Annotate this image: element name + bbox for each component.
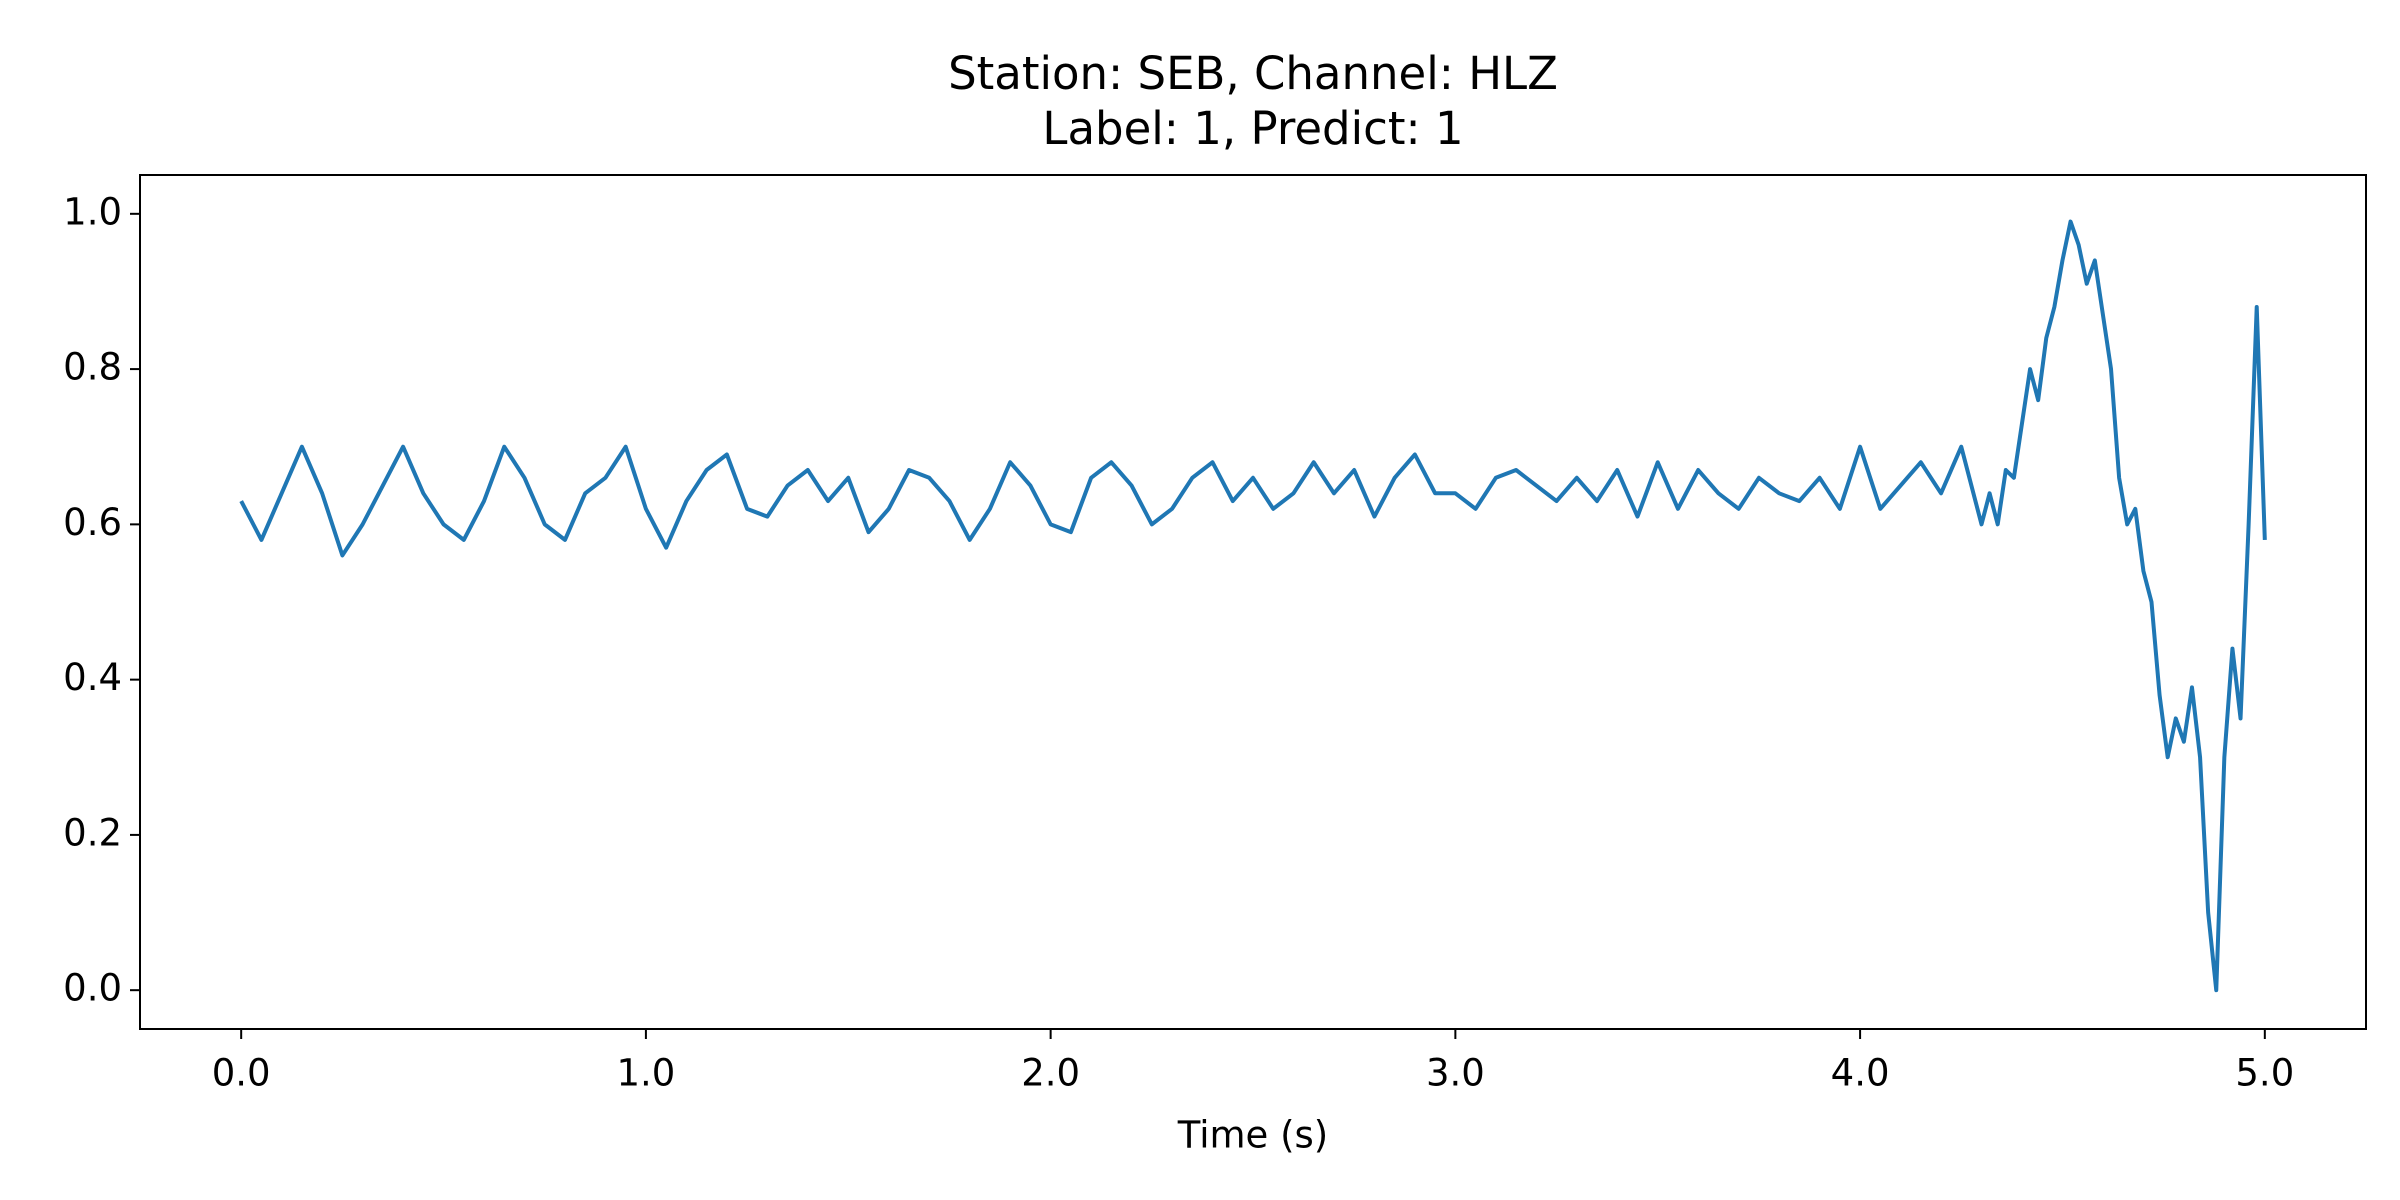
- y-tick-label: 0.4: [63, 656, 122, 699]
- x-tick-label: 1.0: [616, 1052, 675, 1095]
- y-tick-label: 0.8: [63, 346, 122, 389]
- x-tick-label: 2.0: [1021, 1052, 1080, 1095]
- x-tick-label: 4.0: [1831, 1052, 1890, 1095]
- data-line: [239, 219, 2267, 993]
- x-tick-label: 0.0: [212, 1052, 271, 1095]
- chart-subtitle: Label: 1, Predict: 1: [1042, 102, 1463, 155]
- x-tick-label: 5.0: [2235, 1052, 2294, 1095]
- y-tick-label: 0.6: [63, 501, 122, 544]
- plot-frame: [139, 174, 2367, 1030]
- x-axis-label: Time (s): [1177, 1114, 1328, 1157]
- y-tick-label: 1.0: [63, 190, 122, 233]
- x-tick-label: 3.0: [1426, 1052, 1485, 1095]
- chart-title: Station: SEB, Channel: HLZ: [948, 47, 1558, 100]
- y-tick-label: 0.0: [63, 967, 122, 1010]
- y-tick-label: 0.2: [63, 811, 122, 854]
